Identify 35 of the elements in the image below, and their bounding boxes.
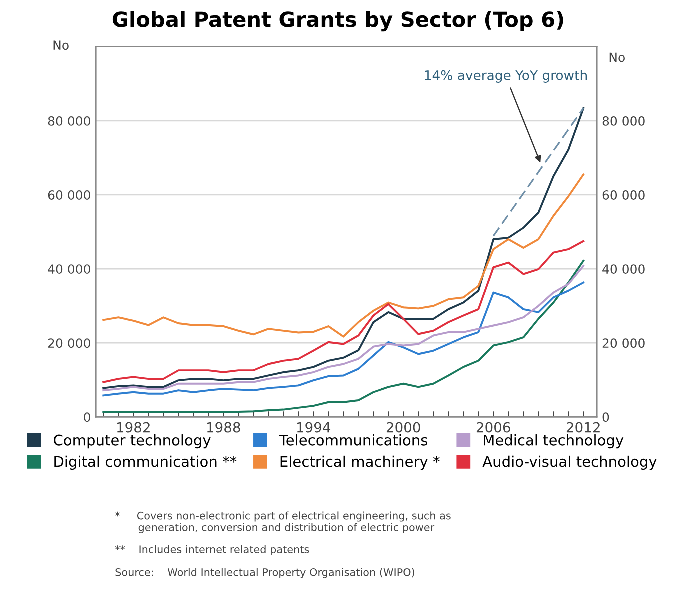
text: * Covers non-electronic part of electrical engineering, such as generation, conversion and distribution of electric power: [115, 512, 451, 534]
x-tick-label: 1982: [117, 422, 150, 433]
line-series: [102, 282, 585, 397]
y2-tick-label: 0: [602, 412, 610, 422]
x-tick-label: 1994: [297, 422, 331, 433]
line-series: [102, 107, 585, 390]
legend-label: Electrical machinery *: [280, 456, 440, 470]
y2-tick-label: 40 000: [602, 264, 645, 274]
x-tick-label: 2000: [386, 422, 420, 433]
y-tick-label: 60 000: [48, 190, 90, 200]
legend-label: Telecommunications: [279, 434, 428, 446]
line-series: [102, 240, 585, 384]
y2-tick-label: 60 000: [602, 190, 645, 200]
line-series: [102, 174, 585, 338]
annotation: 14% average YoY growth: [425, 70, 587, 83]
y2-tick-label: 80 000: [602, 116, 645, 126]
legend-label: Medical technology: [484, 434, 624, 449]
y-tick-label: 80 000: [48, 116, 90, 126]
text: ** Includes internet related patents: [115, 545, 310, 556]
y2-axis-title: No: [610, 52, 625, 62]
y-tick-label: 0: [84, 412, 90, 422]
legend-label: Computer technology: [54, 434, 211, 449]
y-tick-label: 40 000: [48, 264, 90, 274]
y-axis-title: No: [54, 40, 69, 50]
line-series: [102, 260, 585, 414]
line-series: [102, 265, 585, 392]
x-tick-label: 1988: [207, 422, 240, 433]
y-tick-label: 20 000: [48, 338, 90, 348]
legend-label: Audio-visual technology: [482, 456, 657, 470]
y2-tick-label: 20 000: [602, 338, 645, 348]
x-tick-label: 2006: [476, 422, 510, 433]
source-note: Source: World Intellectual Property Organisation (WIPO): [116, 568, 414, 578]
x-tick-label: 2012: [566, 422, 600, 433]
chart-title: Global Patent Grants by Sector (Top 6): [112, 11, 564, 32]
legend-label: Digital communication **: [54, 456, 237, 470]
